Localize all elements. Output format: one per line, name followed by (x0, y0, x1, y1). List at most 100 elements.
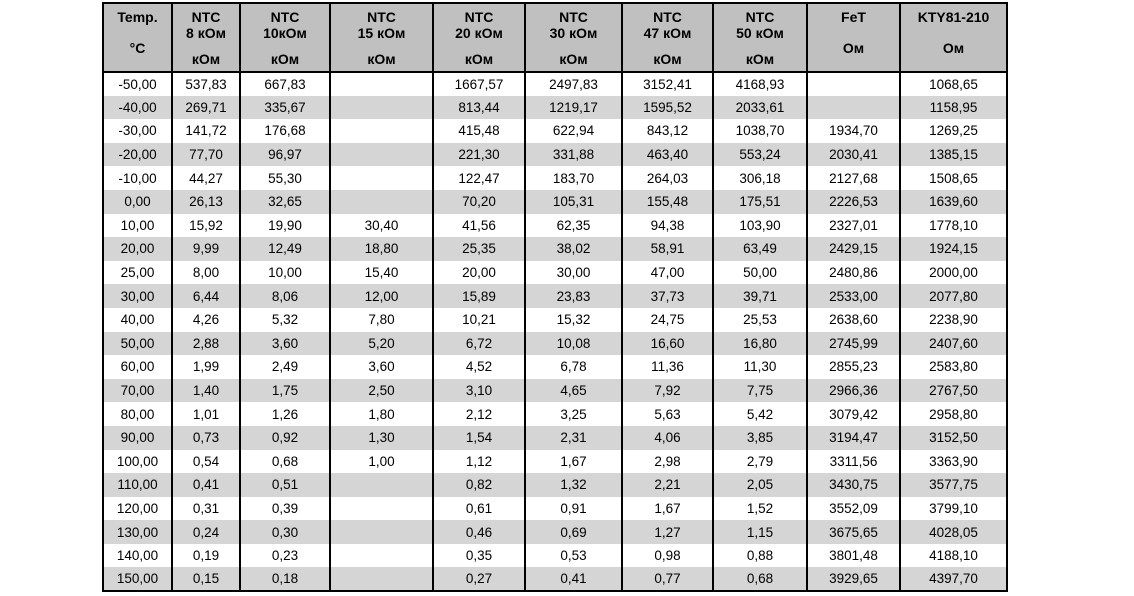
value-cell: 537,83 (171, 72, 241, 96)
column-header-ntc-30kohm: NTC 30 кОм кОм (524, 3, 623, 73)
value-cell: 0,91 (524, 496, 623, 521)
value-cell: 667,83 (239, 72, 331, 96)
header-unit: кОм (559, 51, 588, 67)
value-cell: 1068,65 (899, 72, 1008, 96)
table-row: 150,00 0,15 0,18 0,27 0,41 0,77 0,68 3929,65 439… (102, 567, 1008, 592)
column-header-ntc-47kohm: NTC 47 кОм кОм (621, 3, 714, 73)
header-title-line: NTC (191, 9, 221, 25)
header-title-line: 20 кОм (455, 25, 503, 41)
value-cell: 1595,52 (621, 95, 714, 120)
temp-cell: 110,00 (102, 473, 173, 497)
value-cell: 4,65 (524, 378, 623, 403)
value-cell: 19,90 (239, 213, 331, 238)
value-cell: 3799,10 (899, 496, 1008, 521)
header-title-line: 50 кОм (736, 25, 784, 41)
value-cell: 11,36 (621, 355, 714, 379)
table-row: 90,00 0,73 0,92 1,30 1,54 2,31 4,06 3,85 3194,47… (102, 425, 1008, 450)
value-cell (329, 496, 434, 521)
value-cell: 2,88 (171, 331, 241, 356)
table-header-row: Temp. °C NTC 8 кОм кОм NTC 10кОм кОм NTC 15 кОм кО… (102, 3, 1008, 73)
value-cell: 1038,70 (712, 119, 808, 143)
table-row: -20,00 77,70 96,97 221,30 331,88 463,40 553,24… (102, 142, 1008, 167)
value-cell: 41,56 (432, 213, 526, 238)
value-cell: 0,88 (712, 543, 808, 568)
value-cell: 2226,53 (806, 189, 901, 214)
value-cell: 0,46 (432, 520, 526, 544)
header-unit: Ом (842, 40, 865, 56)
value-cell: 221,30 (432, 142, 526, 167)
value-cell: 7,75 (712, 378, 808, 403)
value-cell: 3,85 (712, 425, 808, 450)
header-title-line: NTC (367, 9, 396, 25)
value-cell: 269,71 (171, 95, 241, 120)
value-cell: 55,30 (239, 166, 331, 190)
value-cell: 8,06 (239, 284, 331, 308)
table-row: 120,00 0,31 0,39 0,61 0,91 1,67 1,52 3552,09 379… (102, 496, 1008, 521)
value-cell (329, 473, 434, 497)
value-cell: 4188,10 (899, 543, 1008, 568)
value-cell: 5,63 (621, 402, 714, 426)
value-cell: 1,32 (524, 473, 623, 497)
value-cell: 1,15 (712, 520, 808, 544)
value-cell: 0,92 (239, 425, 331, 450)
temp-cell: 50,00 (102, 331, 173, 356)
value-cell: 1667,57 (432, 72, 526, 96)
value-cell: 1508,65 (899, 166, 1008, 190)
value-cell: 30,00 (524, 260, 623, 285)
value-cell: 50,00 (712, 260, 808, 285)
value-cell: 5,42 (712, 402, 808, 426)
header-title-line: KTY81-210 (917, 9, 990, 25)
value-cell: 2,49 (239, 355, 331, 379)
value-cell: 39,71 (712, 284, 808, 308)
value-cell: 0,15 (171, 567, 241, 592)
value-cell: 15,32 (524, 307, 623, 332)
value-cell: 2745,99 (806, 331, 901, 356)
value-cell: 175,51 (712, 189, 808, 214)
value-cell: 10,08 (524, 331, 623, 356)
value-cell: 0,61 (432, 496, 526, 521)
temp-cell: 130,00 (102, 520, 173, 544)
table-body: -50,00 537,83 667,83 1667,57 2497,83 3152,41 4… (102, 72, 1008, 592)
value-cell: 1,30 (329, 425, 434, 450)
value-cell: 2077,80 (899, 284, 1008, 308)
value-cell: 331,88 (524, 142, 623, 167)
table-row: 10,00 15,92 19,90 30,40 41,56 62,35 94,38 103,9… (102, 213, 1008, 238)
value-cell: 105,31 (524, 189, 623, 214)
value-cell: 183,70 (524, 166, 623, 190)
value-cell: 622,94 (524, 119, 623, 143)
temp-cell: 40,00 (102, 307, 173, 332)
value-cell: 16,80 (712, 331, 808, 356)
value-cell: 11,30 (712, 355, 808, 379)
column-header-fet: FeT Ом (806, 3, 901, 73)
value-cell: 2,05 (712, 473, 808, 497)
value-cell: 0,24 (171, 520, 241, 544)
value-cell: 335,67 (239, 95, 331, 120)
value-cell: 0,68 (712, 567, 808, 592)
header-title-line: NTC (653, 9, 682, 25)
value-cell: 2,98 (621, 449, 714, 474)
value-cell: 2127,68 (806, 166, 901, 190)
value-cell: 18,80 (329, 237, 434, 261)
value-cell: 2966,36 (806, 378, 901, 403)
value-cell: 1219,17 (524, 95, 623, 120)
temp-cell: 30,00 (102, 284, 173, 308)
value-cell: 2638,60 (806, 307, 901, 332)
value-cell: 0,39 (239, 496, 331, 521)
value-cell: 6,72 (432, 331, 526, 356)
value-cell: 2000,00 (899, 260, 1008, 285)
value-cell: 10,00 (239, 260, 331, 285)
value-cell: 4,52 (432, 355, 526, 379)
value-cell: 3,25 (524, 402, 623, 426)
value-cell: 24,75 (621, 307, 714, 332)
value-cell: 12,49 (239, 237, 331, 261)
value-cell: 62,35 (524, 213, 623, 238)
column-header-ntc-15kohm: NTC 15 кОм кОм (329, 3, 434, 73)
table-row: 30,00 6,44 8,06 12,00 15,89 23,83 37,73 39,71 25… (102, 284, 1008, 308)
value-cell: 37,73 (621, 284, 714, 308)
value-cell: 463,40 (621, 142, 714, 167)
table-row: 100,00 0,54 0,68 1,00 1,12 1,67 2,98 2,79 3311,5… (102, 449, 1008, 474)
value-cell: 1,12 (432, 449, 526, 474)
value-cell: 1385,15 (899, 142, 1008, 167)
value-cell (329, 166, 434, 190)
temp-cell: 150,00 (102, 567, 173, 592)
